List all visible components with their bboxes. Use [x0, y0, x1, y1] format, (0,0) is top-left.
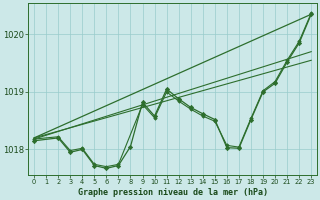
- X-axis label: Graphe pression niveau de la mer (hPa): Graphe pression niveau de la mer (hPa): [78, 188, 268, 197]
